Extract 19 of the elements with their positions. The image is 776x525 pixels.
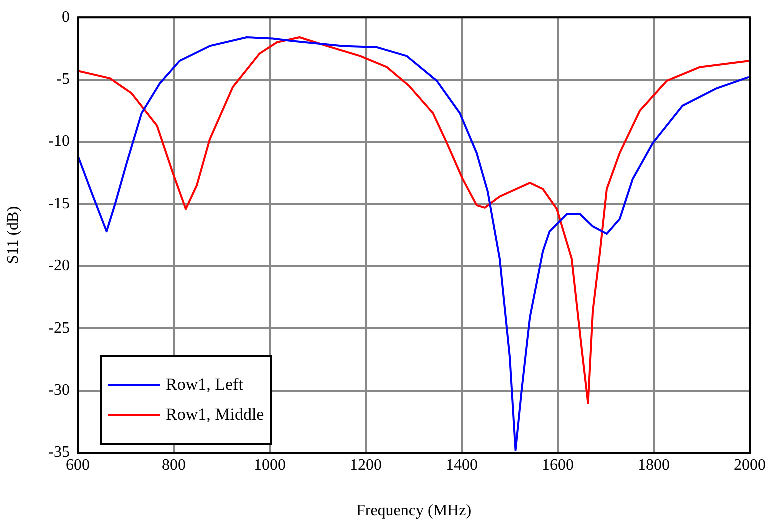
legend-label: Row1, Middle <box>166 405 264 425</box>
y-tick-label: -25 <box>48 320 70 337</box>
legend-label: Row1, Left <box>166 375 244 395</box>
x-tick-label: 1000 <box>254 456 286 474</box>
x-tick-label: 1600 <box>542 456 574 474</box>
y-tick-label: -30 <box>48 382 70 400</box>
y-axis-title: S11 (dB) <box>4 206 22 264</box>
y-tick-label: -10 <box>48 133 70 150</box>
x-tick-label: 1200 <box>350 456 382 474</box>
y-tick-label: 0 <box>62 8 70 26</box>
x-axis-title: Frequency (MHz) <box>356 502 472 520</box>
y-tick-label: -15 <box>48 195 70 212</box>
y-tick-label: -20 <box>48 258 70 275</box>
x-tick-label: 600 <box>66 456 90 474</box>
x-tick-label: 1800 <box>638 456 670 474</box>
x-tick-label: 800 <box>162 456 186 474</box>
x-tick-label: 1400 <box>446 456 478 474</box>
x-tick-label: 2000 <box>734 456 766 474</box>
y-tick-label: -5 <box>56 71 70 88</box>
